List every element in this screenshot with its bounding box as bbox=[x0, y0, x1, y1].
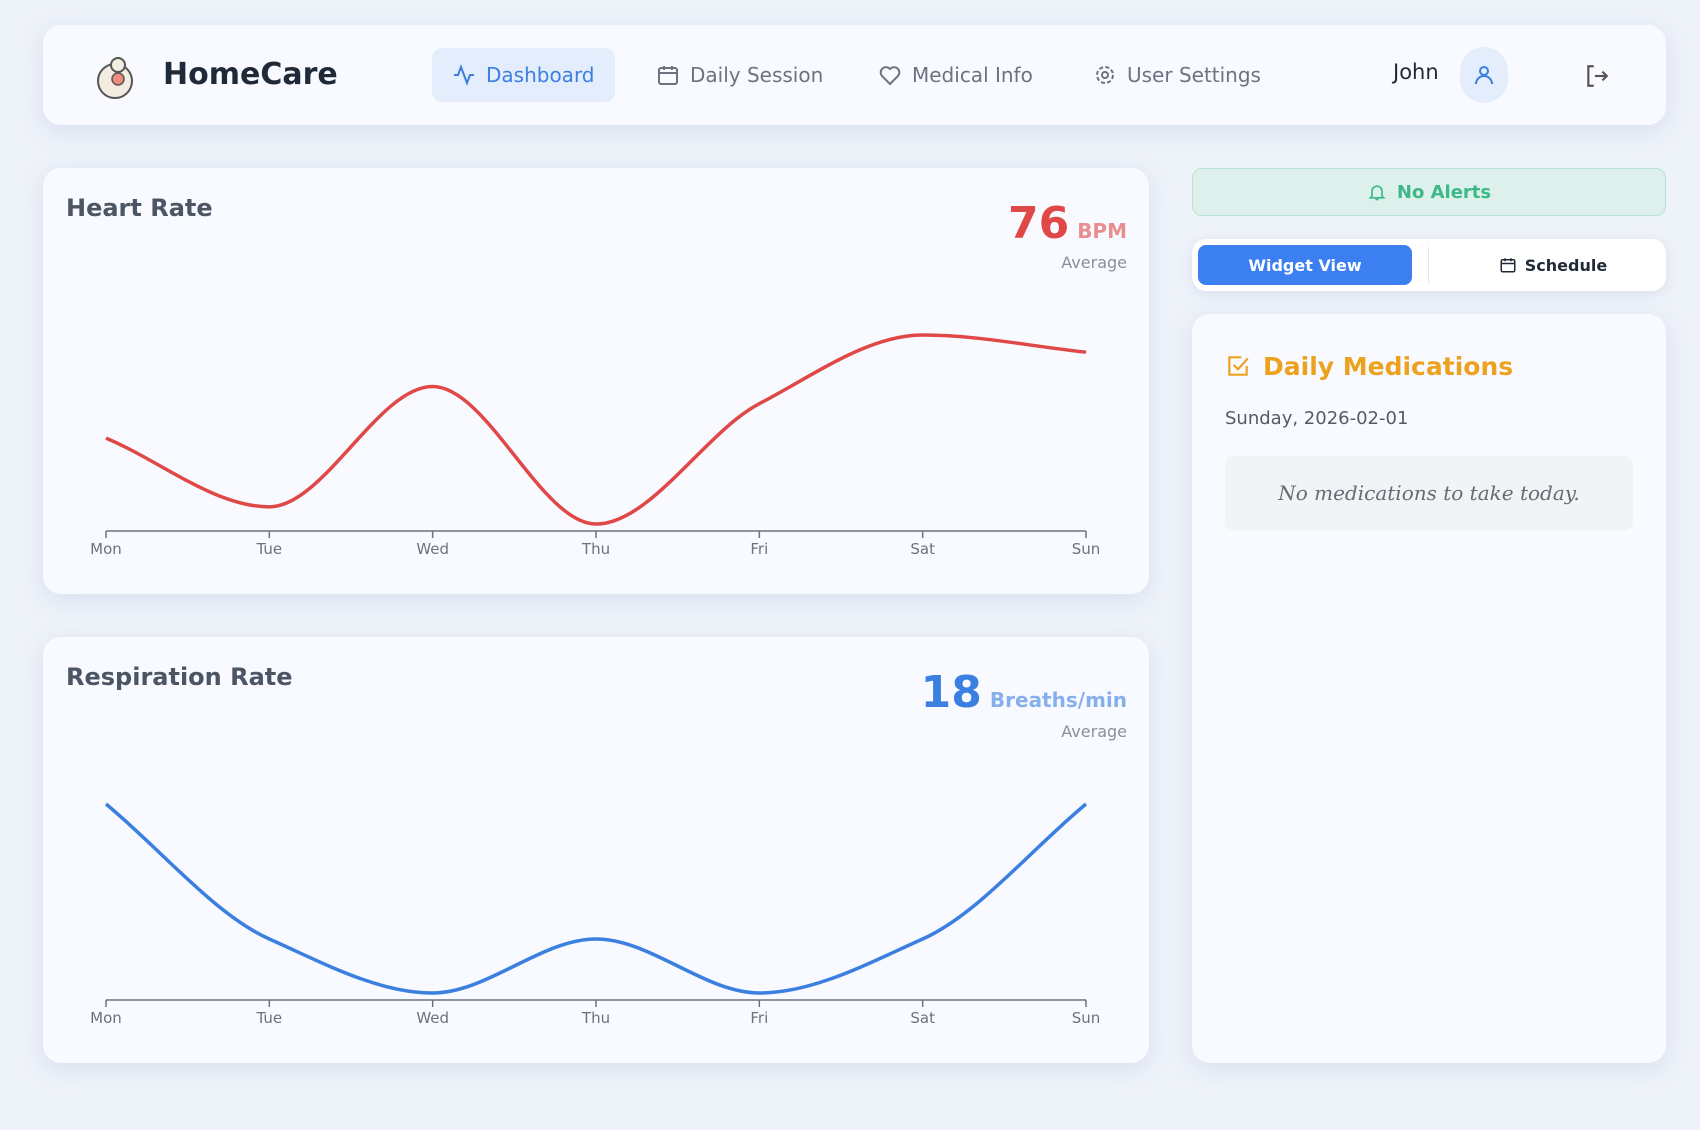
divider bbox=[1428, 247, 1429, 283]
alerts-text: No Alerts bbox=[1396, 181, 1492, 203]
avatar[interactable] bbox=[1460, 47, 1508, 103]
medications-card: Daily Medications Sunday, 2026-02-01 No … bbox=[1192, 314, 1666, 1063]
average: 18 Breaths/min Average bbox=[921, 667, 1127, 741]
data-line bbox=[105, 333, 1087, 526]
chart-title: Respiration Rate bbox=[66, 663, 293, 691]
logout-button[interactable] bbox=[1584, 63, 1610, 89]
x-tick-label: Wed bbox=[416, 1009, 449, 1027]
check-icon bbox=[1228, 356, 1249, 376]
nav-item[interactable]: User Settings bbox=[1073, 48, 1281, 102]
x-tick-label: Wed bbox=[416, 540, 449, 558]
chart: Mon Tue Wed Thu Fri Sat Sun bbox=[90, 333, 1101, 558]
nav-item[interactable]: Daily Session bbox=[636, 48, 843, 102]
toggle-button[interactable]: Widget View bbox=[1198, 245, 1412, 285]
medications-title: Daily Medications bbox=[1263, 352, 1514, 381]
average: 76 BPM Average bbox=[1008, 198, 1127, 272]
nav-label: Daily Session bbox=[690, 63, 824, 87]
x-tick-label: Thu bbox=[581, 540, 610, 558]
toggle-button[interactable]: Schedule bbox=[1446, 245, 1660, 285]
heart-rate-card: Mon Tue Wed Thu Fri Sat Sun Heart Rate 76 BPM A… bbox=[43, 168, 1149, 594]
x-tick-label: Mon bbox=[90, 1009, 122, 1027]
alerts-banner: No Alerts bbox=[1192, 168, 1666, 216]
x-tick-label: Thu bbox=[581, 1009, 610, 1027]
toggle-label: Widget View bbox=[1248, 255, 1362, 275]
brand: HomeCare bbox=[163, 57, 338, 92]
nav-label: User Settings bbox=[1127, 63, 1261, 87]
x-tick-label: Fri bbox=[750, 1009, 768, 1027]
nav-bar: HomeCare Dashboard Daily Session Medical… bbox=[43, 25, 1666, 125]
x-tick-label: Sun bbox=[1072, 540, 1101, 558]
respiration-card: Mon Tue Wed Thu Fri Sat Sun Respiration Rate 1… bbox=[43, 637, 1149, 1063]
data-line bbox=[104, 802, 1088, 995]
logo bbox=[97, 57, 133, 99]
x-tick-label: Fri bbox=[750, 540, 768, 558]
nav-label: Dashboard bbox=[486, 63, 595, 87]
average-unit: Breaths/min bbox=[989, 688, 1127, 712]
nav-item[interactable]: Dashboard bbox=[432, 48, 615, 102]
nav-label: Medical Info bbox=[912, 63, 1033, 87]
average-label: Average bbox=[1061, 722, 1127, 741]
x-tick-label: Sun bbox=[1072, 1009, 1101, 1027]
medications-empty: No medications to take today. bbox=[1225, 456, 1633, 530]
medications-date: Sunday, 2026-02-01 bbox=[1225, 408, 1409, 429]
x-tick-label: Mon bbox=[90, 540, 122, 558]
chart-title: Heart Rate bbox=[66, 194, 213, 222]
x-tick-label: Tue bbox=[256, 1009, 283, 1027]
average-unit: BPM bbox=[1077, 219, 1127, 243]
view-toggle: Widget View Schedule bbox=[1192, 239, 1666, 291]
x-tick-label: Sat bbox=[910, 1009, 935, 1027]
user-name: John bbox=[1393, 60, 1439, 84]
average-label: Average bbox=[1061, 253, 1127, 272]
x-tick-label: Sat bbox=[910, 540, 935, 558]
average-value: 76 bbox=[1007, 198, 1070, 249]
nav-item[interactable]: Medical Info bbox=[858, 48, 1053, 102]
toggle-label: Schedule bbox=[1524, 255, 1608, 275]
x-tick-label: Tue bbox=[256, 540, 283, 558]
chart: Mon Tue Wed Thu Fri Sat Sun bbox=[90, 802, 1101, 1027]
average-value: 18 bbox=[920, 667, 982, 718]
